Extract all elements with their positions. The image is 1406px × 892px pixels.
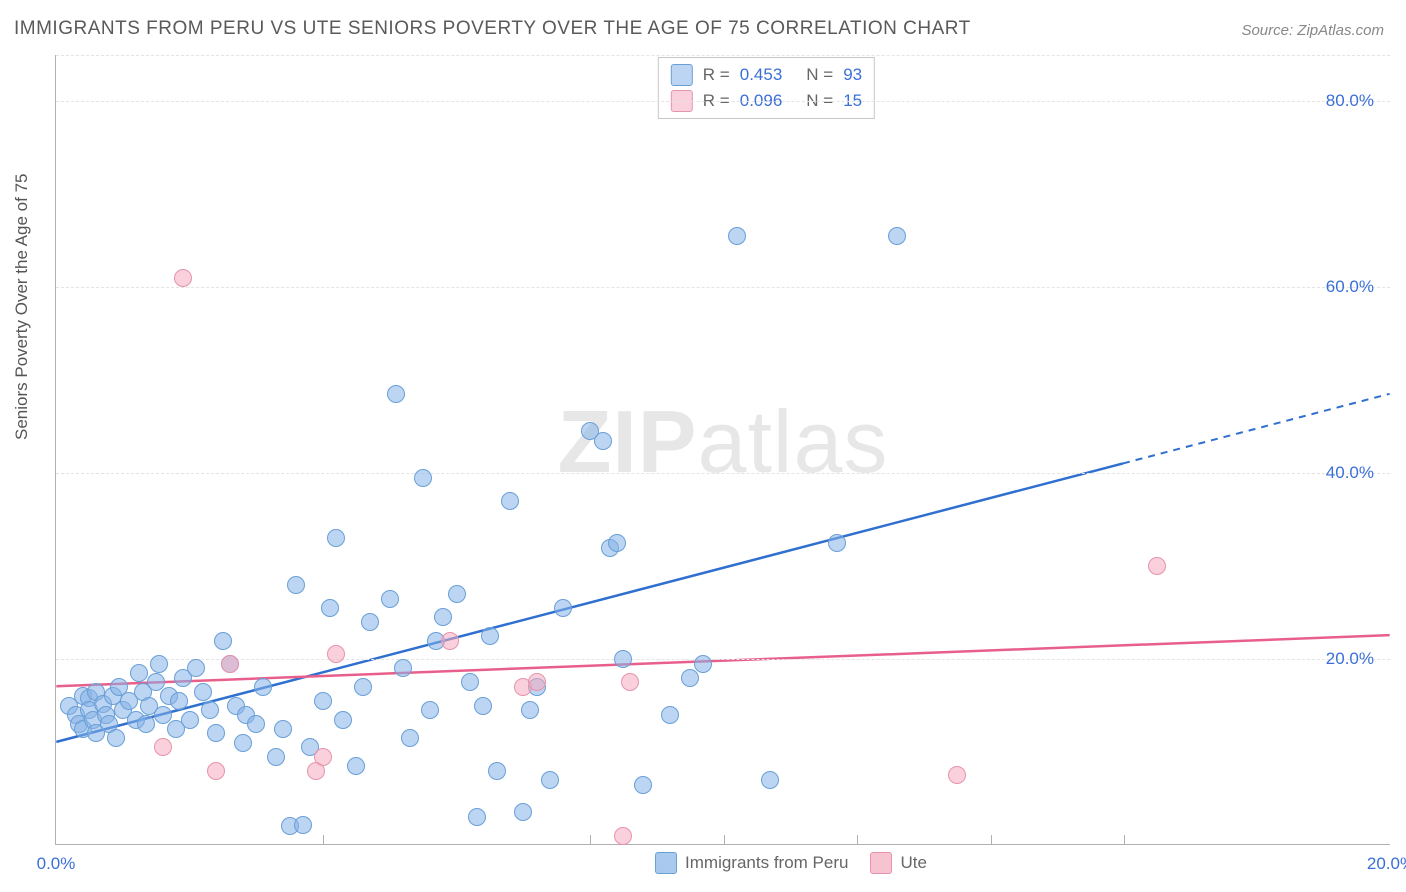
data-point [541, 771, 559, 789]
data-point [154, 738, 172, 756]
data-point [468, 808, 486, 826]
gridline-h [56, 55, 1390, 56]
data-point [461, 673, 479, 691]
data-point [361, 613, 379, 631]
data-point [514, 803, 532, 821]
data-point [347, 757, 365, 775]
chart-title: IMMIGRANTS FROM PERU VS UTE SENIORS POVE… [14, 18, 971, 40]
data-point [150, 655, 168, 673]
data-point [501, 492, 519, 510]
data-point [608, 534, 626, 552]
data-point [421, 701, 439, 719]
series-legend: Immigrants from Peru Ute [655, 852, 927, 874]
x-tick [724, 835, 725, 845]
data-point [614, 827, 632, 845]
data-point [327, 645, 345, 663]
source-attribution: Source: ZipAtlas.com [1241, 22, 1384, 39]
data-point [401, 729, 419, 747]
data-point [481, 627, 499, 645]
data-point [354, 678, 372, 696]
data-point [528, 673, 546, 691]
data-point [728, 227, 746, 245]
data-point [614, 650, 632, 668]
data-point [327, 529, 345, 547]
data-point [381, 590, 399, 608]
gridline-h [56, 287, 1390, 288]
data-point [634, 776, 652, 794]
data-point [621, 673, 639, 691]
data-point [521, 701, 539, 719]
data-point [314, 748, 332, 766]
gridline-h [56, 101, 1390, 102]
plot-area: ZIPatlas R = 0.453N = 93R = 0.096N = 15 … [55, 55, 1390, 845]
y-tick-label: 80.0% [1326, 91, 1374, 111]
data-point [314, 692, 332, 710]
data-point [441, 632, 459, 650]
data-point [130, 664, 148, 682]
data-point [207, 724, 225, 742]
data-point [434, 608, 452, 626]
data-point [181, 711, 199, 729]
data-point [948, 766, 966, 784]
data-point [448, 585, 466, 603]
y-tick-label: 60.0% [1326, 277, 1374, 297]
y-axis-label: Seniors Poverty Over the Age of 75 [12, 174, 32, 440]
x-tick-label: 0.0% [37, 854, 76, 874]
data-point [254, 678, 272, 696]
data-point [694, 655, 712, 673]
data-point [761, 771, 779, 789]
data-point [170, 692, 188, 710]
data-point [267, 748, 285, 766]
data-point [107, 729, 125, 747]
data-point [321, 599, 339, 617]
data-point [287, 576, 305, 594]
chart-container: IMMIGRANTS FROM PERU VS UTE SENIORS POVE… [0, 0, 1406, 892]
x-tick-label: 20.0% [1367, 854, 1406, 874]
correlation-legend: R = 0.453N = 93R = 0.096N = 15 [658, 57, 875, 119]
gridline-h [56, 473, 1390, 474]
data-point [1148, 557, 1166, 575]
x-tick [991, 835, 992, 845]
legend-row: R = 0.453N = 93 [671, 62, 862, 88]
legend-item: Immigrants from Peru [655, 852, 848, 874]
data-point [187, 659, 205, 677]
data-point [221, 655, 239, 673]
data-point [274, 720, 292, 738]
y-tick-label: 20.0% [1326, 649, 1374, 669]
x-tick [1124, 835, 1125, 845]
data-point [387, 385, 405, 403]
data-point [247, 715, 265, 733]
data-point [394, 659, 412, 677]
data-point [681, 669, 699, 687]
data-point [888, 227, 906, 245]
data-point [414, 469, 432, 487]
x-tick [590, 835, 591, 845]
data-point [174, 269, 192, 287]
gridline-h [56, 659, 1390, 660]
x-tick [323, 835, 324, 845]
data-point [214, 632, 232, 650]
data-point [207, 762, 225, 780]
data-point [828, 534, 846, 552]
data-point [594, 432, 612, 450]
data-point [194, 683, 212, 701]
x-tick [857, 835, 858, 845]
data-point [137, 715, 155, 733]
data-point [201, 701, 219, 719]
data-point [488, 762, 506, 780]
data-point [294, 816, 312, 834]
data-point [474, 697, 492, 715]
data-point [661, 706, 679, 724]
data-point [234, 734, 252, 752]
data-point [554, 599, 572, 617]
legend-item: Ute [870, 852, 926, 874]
data-point [334, 711, 352, 729]
y-tick-label: 40.0% [1326, 463, 1374, 483]
